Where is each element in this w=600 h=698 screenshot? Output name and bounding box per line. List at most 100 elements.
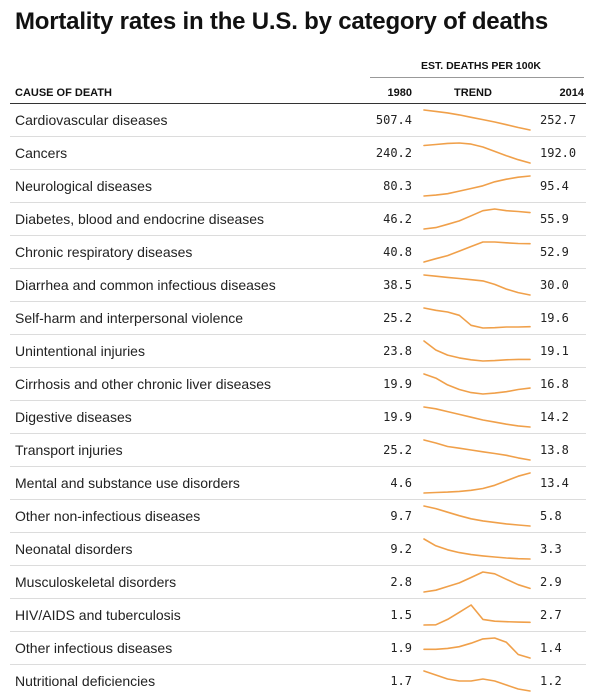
value-2014: 2.9 xyxy=(540,575,562,589)
value-1980: 4.6 xyxy=(390,476,412,490)
value-2014: 14.2 xyxy=(540,410,569,424)
trend-line xyxy=(423,538,531,560)
table-row: Musculoskeletal disorders 2.8 2.9 xyxy=(10,566,586,599)
value-1980: 1.5 xyxy=(390,608,412,622)
value-1980: 240.2 xyxy=(375,146,412,160)
cause-label: Other infectious diseases xyxy=(15,640,173,656)
trend-sparkline xyxy=(423,571,531,593)
chart-title: Mortality rates in the U.S. by category … xyxy=(15,8,548,35)
value-1980: 9.2 xyxy=(390,542,412,556)
trend-sparkline xyxy=(423,472,531,494)
trend-sparkline xyxy=(423,274,531,296)
trend-line xyxy=(423,637,531,659)
value-1980: 19.9 xyxy=(383,410,412,424)
cause-label: Chronic respiratory diseases xyxy=(15,244,193,260)
trend-sparkline xyxy=(423,340,531,362)
table-row: Unintentional injuries 23.8 19.1 xyxy=(10,335,586,368)
value-2014: 95.4 xyxy=(540,179,569,193)
table-row: Mental and substance use disorders 4.6 13.… xyxy=(10,467,586,500)
cause-label: HIV/AIDS and tuberculosis xyxy=(15,607,181,623)
value-1980: 46.2 xyxy=(383,212,412,226)
value-1980: 19.9 xyxy=(383,377,412,391)
table-row: HIV/AIDS and tuberculosis 1.5 2.7 xyxy=(10,599,586,632)
trend-sparkline xyxy=(423,142,531,164)
trend-sparkline xyxy=(423,505,531,527)
value-1980: 38.5 xyxy=(383,278,412,292)
trend-sparkline xyxy=(423,109,531,131)
value-2014: 19.6 xyxy=(540,311,569,325)
trend-sparkline xyxy=(423,406,531,428)
value-2014: 2.7 xyxy=(540,608,562,622)
value-2014: 55.9 xyxy=(540,212,569,226)
column-group-rule xyxy=(370,77,584,78)
trend-sparkline xyxy=(423,208,531,230)
cause-label: Musculoskeletal disorders xyxy=(15,574,177,590)
trend-sparkline xyxy=(423,307,531,329)
trend-line xyxy=(423,670,531,692)
value-1980: 25.2 xyxy=(383,311,412,325)
trend-sparkline xyxy=(423,538,531,560)
value-1980: 1.9 xyxy=(390,641,412,655)
trend-line xyxy=(423,604,531,626)
table-row: Neonatal disorders 9.2 3.3 xyxy=(10,533,586,566)
value-2014: 52.9 xyxy=(540,245,569,259)
cause-label: Diarrhea and common infectious diseases xyxy=(15,277,276,293)
table-row: Nutritional deficiencies 1.7 1.2 xyxy=(10,665,586,698)
value-2014: 13.8 xyxy=(540,443,569,457)
trend-line xyxy=(423,505,531,527)
trend-line xyxy=(423,175,531,197)
header-1980: 1980 xyxy=(387,87,412,99)
table-row: Other infectious diseases 1.9 1.4 xyxy=(10,632,586,665)
table-row: Diabetes, blood and endocrine diseases 46… xyxy=(10,203,586,236)
cause-label: Diabetes, blood and endocrine diseases xyxy=(15,211,265,227)
value-2014: 3.3 xyxy=(540,542,562,556)
trend-sparkline xyxy=(423,241,531,263)
cause-label: Cancers xyxy=(15,145,68,161)
value-1980: 507.4 xyxy=(375,113,412,127)
cause-label: Other non-infectious diseases xyxy=(15,508,201,524)
table-row: Transport injuries 25.2 13.8 xyxy=(10,434,586,467)
value-1980: 40.8 xyxy=(383,245,412,259)
table-row: Diarrhea and common infectious diseases 3… xyxy=(10,269,586,302)
trend-sparkline xyxy=(423,604,531,626)
mortality-table: Cardiovascular diseases 507.4 252.7 Cancers… xyxy=(0,104,600,698)
value-2014: 16.8 xyxy=(540,377,569,391)
trend-line xyxy=(423,307,531,329)
cause-label: Cardiovascular diseases xyxy=(15,112,168,128)
trend-line xyxy=(423,373,531,395)
header-2014: 2014 xyxy=(559,87,584,99)
cause-label: Transport injuries xyxy=(15,442,123,458)
value-2014: 192.0 xyxy=(540,146,577,160)
table-row: Other non-infectious diseases 9.7 5.8 xyxy=(10,500,586,533)
value-1980: 1.7 xyxy=(390,674,412,688)
value-2014: 252.7 xyxy=(540,113,577,127)
trend-line xyxy=(423,571,531,593)
value-1980: 23.8 xyxy=(383,344,412,358)
cause-label: Nutritional deficiencies xyxy=(15,673,156,689)
value-1980: 9.7 xyxy=(390,509,412,523)
trend-line xyxy=(423,241,531,263)
header-trend: TREND xyxy=(454,87,492,99)
cause-label: Neurological diseases xyxy=(15,178,152,194)
cause-label: Unintentional injuries xyxy=(15,343,145,359)
table-row: Chronic respiratory diseases 40.8 52.9 xyxy=(10,236,586,269)
trend-line xyxy=(423,406,531,428)
trend-line xyxy=(423,109,531,131)
value-1980: 80.3 xyxy=(383,179,412,193)
cause-label: Cirrhosis and other chronic liver diseas… xyxy=(15,376,271,392)
value-2014: 5.8 xyxy=(540,509,562,523)
cause-label: Neonatal disorders xyxy=(15,541,133,557)
value-1980: 25.2 xyxy=(383,443,412,457)
cause-label: Mental and substance use disorders xyxy=(15,475,240,491)
value-2014: 1.4 xyxy=(540,641,562,655)
trend-line xyxy=(423,439,531,461)
table-row: Self-harm and interpersonal violence 25.2… xyxy=(10,302,586,335)
cause-label: Digestive diseases xyxy=(15,409,132,425)
trend-sparkline xyxy=(423,175,531,197)
trend-line xyxy=(423,340,531,362)
header-cause: CAUSE OF DEATH xyxy=(15,87,112,99)
trend-line xyxy=(423,142,531,164)
value-2014: 1.2 xyxy=(540,674,562,688)
trend-sparkline xyxy=(423,439,531,461)
table-row: Cirrhosis and other chronic liver diseas… xyxy=(10,368,586,401)
